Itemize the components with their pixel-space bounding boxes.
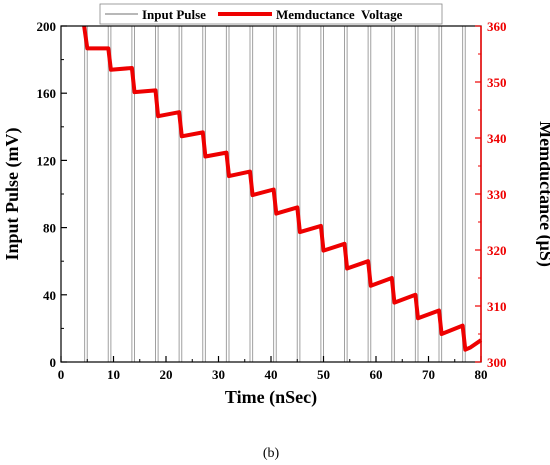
y-left-axis-ticks: 0 40 80 120 160 200 [37, 19, 67, 370]
input-pulse [107, 25, 112, 362]
y-left-axis-title: Input Pulse (mV) [2, 127, 23, 260]
x-tick-label: 60 [370, 367, 383, 382]
y-right-tick-label: 330 [487, 187, 507, 202]
y-left-tick-label: 0 [50, 355, 57, 370]
y-right-axis-title: Memductance (μS) [535, 121, 550, 267]
memductance-series [82, 25, 483, 352]
x-tick-label: 40 [265, 367, 278, 382]
legend: Input Pulse Memductance Voltage [99, 3, 443, 25]
y-right-tick-label: 360 [487, 19, 507, 34]
input-pulse [344, 25, 348, 362]
y-left-tick-label: 200 [37, 19, 57, 34]
input-pulse [225, 25, 230, 362]
input-pulse [296, 25, 301, 362]
input-pulse [367, 25, 372, 362]
figure-caption: (b) [263, 446, 280, 461]
x-axis-ticks: 0 10 20 30 40 50 60 70 80 [58, 356, 488, 382]
y-left-tick-label: 120 [37, 153, 57, 168]
y-right-tick-label: 340 [487, 131, 507, 146]
y-right-tick-label: 300 [487, 355, 507, 370]
y-right-tick-label: 350 [487, 75, 507, 90]
x-tick-label: 10 [107, 367, 120, 382]
x-tick-label: 0 [58, 367, 65, 382]
x-tick-label: 30 [212, 367, 225, 382]
legend-memductance-label: Memductance Voltage [276, 7, 403, 22]
memductance-line [82, 25, 483, 352]
input-pulse [202, 25, 206, 362]
y-left-tick-label: 40 [43, 288, 56, 303]
x-tick-label: 50 [317, 367, 330, 382]
x-tick-label: 70 [422, 367, 435, 382]
y-right-tick-label: 320 [487, 243, 507, 258]
y-left-tick-label: 160 [37, 86, 57, 101]
input-pulse [462, 25, 466, 362]
y-right-tick-label: 310 [487, 299, 507, 314]
input-pulse [178, 25, 183, 362]
legend-pulse-label: Input Pulse [142, 7, 206, 22]
y-left-tick-label: 80 [43, 221, 56, 236]
input-pulse [84, 25, 88, 362]
input-pulse [320, 25, 324, 362]
input-pulse [391, 25, 395, 362]
input-pulse [155, 25, 159, 362]
x-tick-label: 20 [160, 367, 173, 382]
x-axis-title: Time (nSec) [225, 387, 317, 408]
x-tick-label: 80 [475, 367, 488, 382]
y-right-axis-ticks: 300 310 320 330 340 350 360 [475, 19, 507, 370]
